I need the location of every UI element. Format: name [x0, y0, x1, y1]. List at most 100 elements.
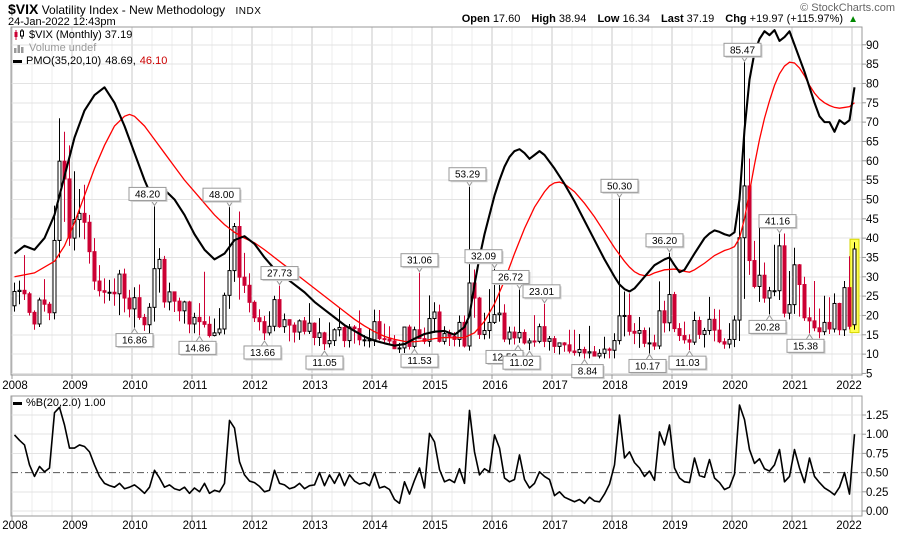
svg-text:2012: 2012: [242, 380, 268, 392]
svg-text:2021: 2021: [782, 520, 808, 532]
price-callout: 15.38: [786, 333, 826, 354]
svg-text:15: 15: [866, 330, 879, 342]
price-callout: 11.02: [502, 350, 542, 371]
svg-text:40: 40: [866, 233, 879, 245]
svg-text:2015: 2015: [422, 380, 448, 392]
grid-layer: [11, 27, 862, 516]
svg-text:11.53: 11.53: [407, 356, 432, 367]
svg-text:2010: 2010: [122, 380, 148, 392]
candlestick-icon: [14, 29, 24, 40]
low-label: Low: [597, 13, 620, 25]
change-value: +19.97 (+115.97%): [749, 13, 844, 25]
svg-text:23.01: 23.01: [529, 287, 554, 298]
svg-text:0.50: 0.50: [866, 468, 888, 480]
svg-text:41.16: 41.16: [765, 217, 790, 228]
svg-text:1.25: 1.25: [866, 410, 888, 422]
svg-text:20: 20: [866, 310, 879, 322]
svg-text:26.72: 26.72: [498, 272, 523, 283]
price-callout: 85.47: [723, 42, 763, 63]
percent-b-line-layer: [13, 404, 856, 505]
svg-text:53.29: 53.29: [455, 170, 480, 181]
svg-text:75: 75: [866, 98, 879, 110]
svg-text:8.84: 8.84: [578, 367, 598, 378]
svg-text:2018: 2018: [602, 520, 628, 532]
price-callout: 48.00: [202, 187, 242, 208]
svg-text:50.30: 50.30: [607, 181, 632, 192]
legend-volume-text: Volume undef: [29, 42, 97, 54]
svg-text:2017: 2017: [542, 520, 568, 532]
svg-text:10.17: 10.17: [635, 361, 660, 372]
svg-text:1.00: 1.00: [866, 429, 888, 441]
price-callout: 31.06: [400, 253, 440, 273]
price-callout: 50.30: [600, 178, 640, 199]
svg-text:2020: 2020: [722, 520, 748, 532]
price-callout: 10.17: [628, 353, 668, 374]
legend-pmo-label: PMO(35,20,10): [26, 55, 102, 67]
svg-text:25: 25: [866, 291, 879, 303]
svg-text:13.66: 13.66: [250, 348, 275, 359]
panel-borders: [10, 26, 863, 517]
svg-text:85: 85: [866, 59, 879, 71]
exchange-label: INDX: [235, 6, 262, 17]
symbol-ticker: $VIX: [8, 1, 39, 17]
svg-text:10: 10: [866, 349, 879, 361]
svg-text:2018: 2018: [602, 380, 628, 392]
svg-text:32.09: 32.09: [471, 252, 496, 263]
svg-text:2011: 2011: [183, 520, 208, 532]
chart-title: Volatility Index - New Methodology: [41, 3, 226, 17]
svg-text:48.00: 48.00: [209, 190, 234, 201]
price-callout: 16.86: [115, 327, 155, 349]
price-callout: 41.16: [758, 214, 798, 234]
price-callout: 11.05: [305, 350, 345, 371]
svg-text:45: 45: [866, 214, 879, 226]
svg-text:2013: 2013: [302, 520, 328, 532]
price-callout: 53.29: [448, 167, 488, 187]
svg-text:5: 5: [866, 368, 872, 380]
legend-pmo-signal-value: 46.10: [139, 55, 168, 67]
svg-text:0.00: 0.00: [866, 506, 888, 518]
pmo-line-swatch-icon: [13, 59, 22, 63]
quote-summary: Open 17.60 High 38.94 Low 16.34 Last 37.19 C…: [462, 13, 858, 25]
svg-text:15.38: 15.38: [793, 341, 818, 352]
svg-text:60: 60: [866, 156, 879, 168]
last-label: Last: [661, 13, 684, 25]
legend-symbol-row: $VIX (Monthly) 37.19: [13, 29, 132, 41]
svg-text:2019: 2019: [662, 380, 688, 392]
price-callout: 36.20: [645, 233, 685, 253]
chart-header: $VIX Volatility Index - New Methodology …: [8, 1, 261, 17]
svg-text:2016: 2016: [482, 520, 508, 532]
price-callout: 48.20: [128, 186, 168, 207]
svg-text:31.06: 31.06: [407, 256, 432, 267]
timestamp: 24-Jan-2022 12:43pm: [8, 16, 116, 28]
svg-text:55: 55: [866, 175, 879, 187]
svg-text:0.25: 0.25: [866, 487, 888, 499]
svg-text:11.03: 11.03: [675, 358, 700, 369]
svg-text:20.28: 20.28: [755, 322, 780, 333]
legend-volume-row: Volume undef: [13, 42, 96, 54]
svg-text:80: 80: [866, 78, 879, 90]
svg-text:36.20: 36.20: [652, 236, 677, 247]
svg-text:2009: 2009: [62, 520, 88, 532]
legend-pmo-row: PMO(35,20,10) 48.69, 46.10: [13, 55, 167, 67]
svg-text:0.75: 0.75: [866, 448, 888, 460]
price-callout: 20.28: [748, 314, 788, 335]
change-up-arrow: ▲: [848, 14, 858, 25]
svg-text:2019: 2019: [662, 520, 688, 532]
svg-text:30: 30: [866, 272, 879, 284]
svg-text:2021: 2021: [782, 380, 808, 392]
copyright-link: © StockCharts.com: [800, 2, 895, 14]
percent-b-line-swatch-icon: [13, 401, 22, 405]
svg-text:85.47: 85.47: [730, 45, 755, 56]
svg-text:11.02: 11.02: [509, 358, 534, 369]
price-callout: 11.03: [668, 350, 708, 371]
legend-percent-b-row: %B(20,2.0) 1.00: [13, 397, 106, 409]
svg-text:2022: 2022: [836, 520, 862, 532]
last-value: 37.19: [686, 13, 715, 25]
svg-text:11.05: 11.05: [312, 358, 337, 369]
high-value: 38.94: [558, 13, 587, 25]
svg-text:70: 70: [866, 117, 879, 129]
svg-text:2016: 2016: [482, 380, 508, 392]
svg-text:2015: 2015: [422, 520, 448, 532]
